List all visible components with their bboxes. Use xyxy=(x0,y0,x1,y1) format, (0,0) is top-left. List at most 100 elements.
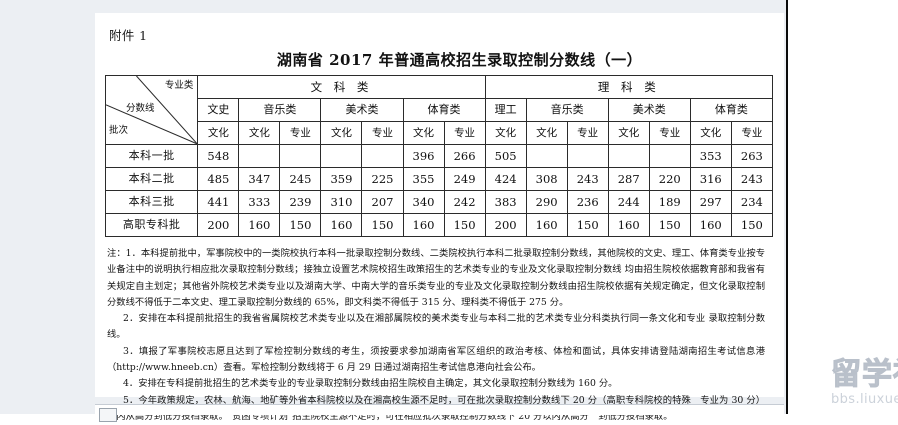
category-header-sports-science: 体育类 xyxy=(689,98,774,122)
page-title: 湖南省 2017 年普通高校招生录取控制分数线（一） xyxy=(276,51,643,69)
leaf-header-5: 文化 xyxy=(402,121,445,145)
leaf-header-2: 专业 xyxy=(279,121,322,145)
cell-r2-c12: 297 xyxy=(689,190,732,214)
cell-r0-c1 xyxy=(238,144,281,168)
table-corner-cell: 专业类 分数线 批次 xyxy=(104,75,199,145)
score-line-table: 专业类 分数线 批次 文 科 类 理 科 类 文史 音乐类 美术类 体育类 理工… xyxy=(104,75,774,237)
cell-r0-c8 xyxy=(525,144,568,168)
group-header-science: 理 科 类 xyxy=(484,75,774,99)
cell-r0-c6: 266 xyxy=(443,144,486,168)
table-header-row-group: 专业类 分数线 批次 文 科 类 理 科 类 xyxy=(104,75,774,145)
cell-r3-c12: 160 xyxy=(689,213,732,237)
leaf-header-10: 文化 xyxy=(607,121,650,145)
corner-batch-label: 批次 xyxy=(109,125,129,136)
cell-r1-c0: 485 xyxy=(197,167,240,191)
leaf-header-9: 专业 xyxy=(566,121,609,145)
cell-r2-c1: 333 xyxy=(238,190,281,214)
cell-r3-c2: 150 xyxy=(279,213,322,237)
cell-r2-c6: 242 xyxy=(443,190,486,214)
category-header-music-science: 音乐类 xyxy=(525,98,609,122)
cell-r3-c7: 200 xyxy=(484,213,527,237)
leaf-header-0: 文化 xyxy=(197,121,240,145)
leaf-header-11: 专业 xyxy=(648,121,691,145)
cell-r1-c9: 243 xyxy=(566,167,609,191)
cell-r0-c12: 353 xyxy=(689,144,732,168)
cell-r2-c5: 340 xyxy=(402,190,445,214)
row-label-benke-san: 本科三批 xyxy=(104,190,199,214)
corner-major-label: 专业类 xyxy=(164,80,194,91)
cell-r0-c3 xyxy=(320,144,363,168)
cell-r3-c11: 150 xyxy=(648,213,691,237)
cell-r3-c9: 150 xyxy=(566,213,609,237)
leaf-header-6: 专业 xyxy=(443,121,486,145)
cell-r1-c11: 220 xyxy=(648,167,691,191)
cell-r3-c6: 150 xyxy=(443,213,486,237)
row-label-benke-yi: 本科一批 xyxy=(104,144,199,168)
note-3: 3．填报了军事院校志愿且达到了军检控制分数线的考生，须按要求参加湖南省军区组织的… xyxy=(107,345,765,374)
cell-r1-c3: 359 xyxy=(320,167,363,191)
cell-r3-c3: 160 xyxy=(320,213,363,237)
note-1: 注：1．本科提前批中，军事院校中的一类院校执行本科一批录取控制分数线、二类院校执… xyxy=(107,248,765,308)
page-stub-icon xyxy=(99,408,117,422)
cell-r2-c0: 441 xyxy=(197,190,240,214)
notes-section: 注：1．本科提前批中，军事院校中的一类院校执行本科一批录取控制分数线、二类院校执… xyxy=(107,246,765,425)
category-header-fineart-science: 美术类 xyxy=(607,98,691,122)
leaf-header-7: 文化 xyxy=(484,121,527,145)
corner-score-label: 分数线 xyxy=(126,103,155,114)
cell-r1-c13: 243 xyxy=(730,167,774,191)
group-header-liberal-arts: 文 科 类 xyxy=(197,75,486,99)
cell-r2-c9: 236 xyxy=(566,190,609,214)
table-row: 本科一批 548 396 266 505 353 263 xyxy=(104,144,774,168)
leaf-header-4: 专业 xyxy=(361,121,404,145)
cell-r1-c1: 347 xyxy=(238,167,281,191)
cell-r1-c4: 225 xyxy=(361,167,404,191)
cell-r2-c4: 207 xyxy=(361,190,404,214)
cell-r3-c8: 160 xyxy=(525,213,568,237)
cell-r0-c0: 548 xyxy=(197,144,240,168)
cell-r2-c7: 383 xyxy=(484,190,527,214)
cell-r3-c4: 150 xyxy=(361,213,404,237)
cell-r2-c3: 310 xyxy=(320,190,363,214)
cell-r2-c8: 290 xyxy=(525,190,568,214)
row-label-gaozhi-zhuanke: 高职专科批 xyxy=(104,213,199,237)
cell-r2-c11: 189 xyxy=(648,190,691,214)
corner-diagonals-icon xyxy=(106,76,198,144)
table-row: 本科三批 441 333 239 310 207 340 242 383 290… xyxy=(104,190,774,214)
leaf-header-8: 文化 xyxy=(525,121,568,145)
table-row: 本科二批 485 347 245 359 225 355 249 424 308… xyxy=(104,167,774,191)
cell-r2-c10: 244 xyxy=(607,190,650,214)
cell-r1-c7: 424 xyxy=(484,167,527,191)
cell-r0-c11 xyxy=(648,144,691,168)
cell-r3-c5: 160 xyxy=(402,213,445,237)
cell-r3-c1: 160 xyxy=(238,213,281,237)
cell-r2-c13: 234 xyxy=(730,190,774,214)
table-header-row-category: 文史 音乐类 美术类 体育类 理工 音乐类 美术类 体育类 xyxy=(106,98,774,122)
cell-r3-c13: 150 xyxy=(730,213,774,237)
cell-r0-c4 xyxy=(361,144,404,168)
cell-r2-c2: 239 xyxy=(279,190,322,214)
next-page-stub xyxy=(95,404,784,422)
category-header-fineart-arts: 美术类 xyxy=(320,98,404,122)
viewer-right-pane xyxy=(786,0,898,414)
leaf-header-12: 文化 xyxy=(689,121,732,145)
cell-r0-c10 xyxy=(607,144,650,168)
table-header-row-leaf: 文化 文化 专业 文化 专业 文化 专业 文化 文化 专业 文化 专业 文化 专… xyxy=(106,121,774,145)
table-row: 高职专科批 200 160 150 160 150 160 150 200 16… xyxy=(104,213,774,237)
document-page: 附件 1 湖南省 2017 年普通高校招生录取控制分数线（一） xyxy=(95,13,898,422)
note-2: 2．安排在本科提前批招生的我省省属院校艺术类专业以及在湘部属院校的美术类专业与本… xyxy=(107,313,765,341)
cell-r1-c8: 308 xyxy=(525,167,568,191)
cell-r0-c7: 505 xyxy=(484,144,527,168)
category-header-music-arts: 音乐类 xyxy=(238,98,322,122)
cell-r1-c6: 249 xyxy=(443,167,486,191)
attachment-label: 附件 1 xyxy=(109,28,148,43)
note-4: 4．安排在专科提前批招生的艺术类专业的专业录取控制分数线由招生院校自主确定，其文… xyxy=(123,378,618,390)
cell-r1-c5: 355 xyxy=(402,167,445,191)
category-header-wenshi: 文史 xyxy=(197,98,240,122)
cell-r1-c10: 287 xyxy=(607,167,650,191)
leaf-header-13: 专业 xyxy=(730,121,774,145)
row-label-benke-er: 本科二批 xyxy=(104,167,199,191)
category-header-sports-arts: 体育类 xyxy=(402,98,486,122)
leaf-header-3: 文化 xyxy=(320,121,363,145)
cell-r0-c5: 396 xyxy=(402,144,445,168)
